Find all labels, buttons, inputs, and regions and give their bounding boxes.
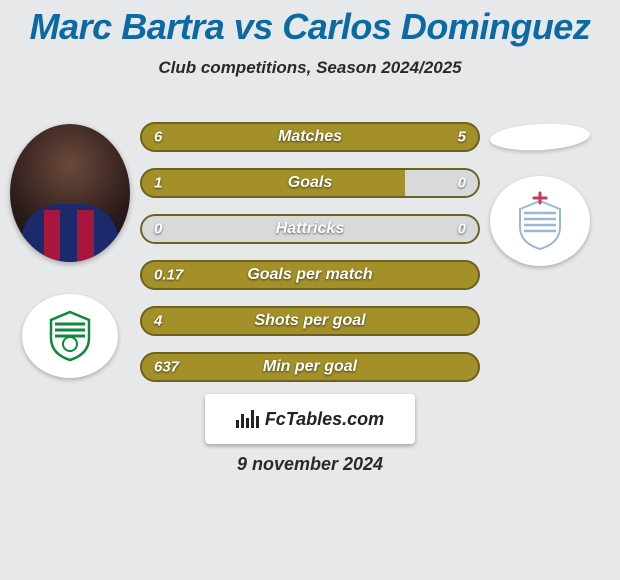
club-right-crest: [490, 176, 590, 266]
shield-icon: [512, 191, 568, 251]
stat-label: Min per goal: [140, 358, 480, 376]
stat-label: Hattricks: [140, 220, 480, 238]
stat-row: 65Matches: [140, 122, 480, 152]
stat-row: 0.17Goals per match: [140, 260, 480, 290]
date-stamp: 9 november 2024: [0, 454, 620, 475]
stats-chart: 65Matches 10Goals 00Hattricks 0.17Goals per…: [140, 122, 480, 398]
shield-icon: [47, 310, 93, 362]
stat-row: 10Goals: [140, 168, 480, 198]
stat-row: 637Min per goal: [140, 352, 480, 382]
club-left-crest: [22, 294, 118, 378]
stat-row: 00Hattricks: [140, 214, 480, 244]
stat-label: Shots per goal: [140, 312, 480, 330]
subtitle: Club competitions, Season 2024/2025: [0, 58, 620, 78]
barchart-icon: [236, 410, 259, 428]
stat-label: Matches: [140, 128, 480, 146]
source-badge: FcTables.com: [205, 394, 415, 444]
page-title: Marc Bartra vs Carlos Dominguez: [0, 0, 620, 48]
stat-row: 4Shots per goal: [140, 306, 480, 336]
player-right-avatar: [489, 121, 590, 152]
player-left-avatar: [10, 124, 130, 262]
stat-label: Goals per match: [140, 266, 480, 284]
stat-label: Goals: [140, 174, 480, 192]
source-label: FcTables.com: [265, 409, 384, 430]
comparison-infographic: Marc Bartra vs Carlos Dominguez Club com…: [0, 0, 620, 580]
